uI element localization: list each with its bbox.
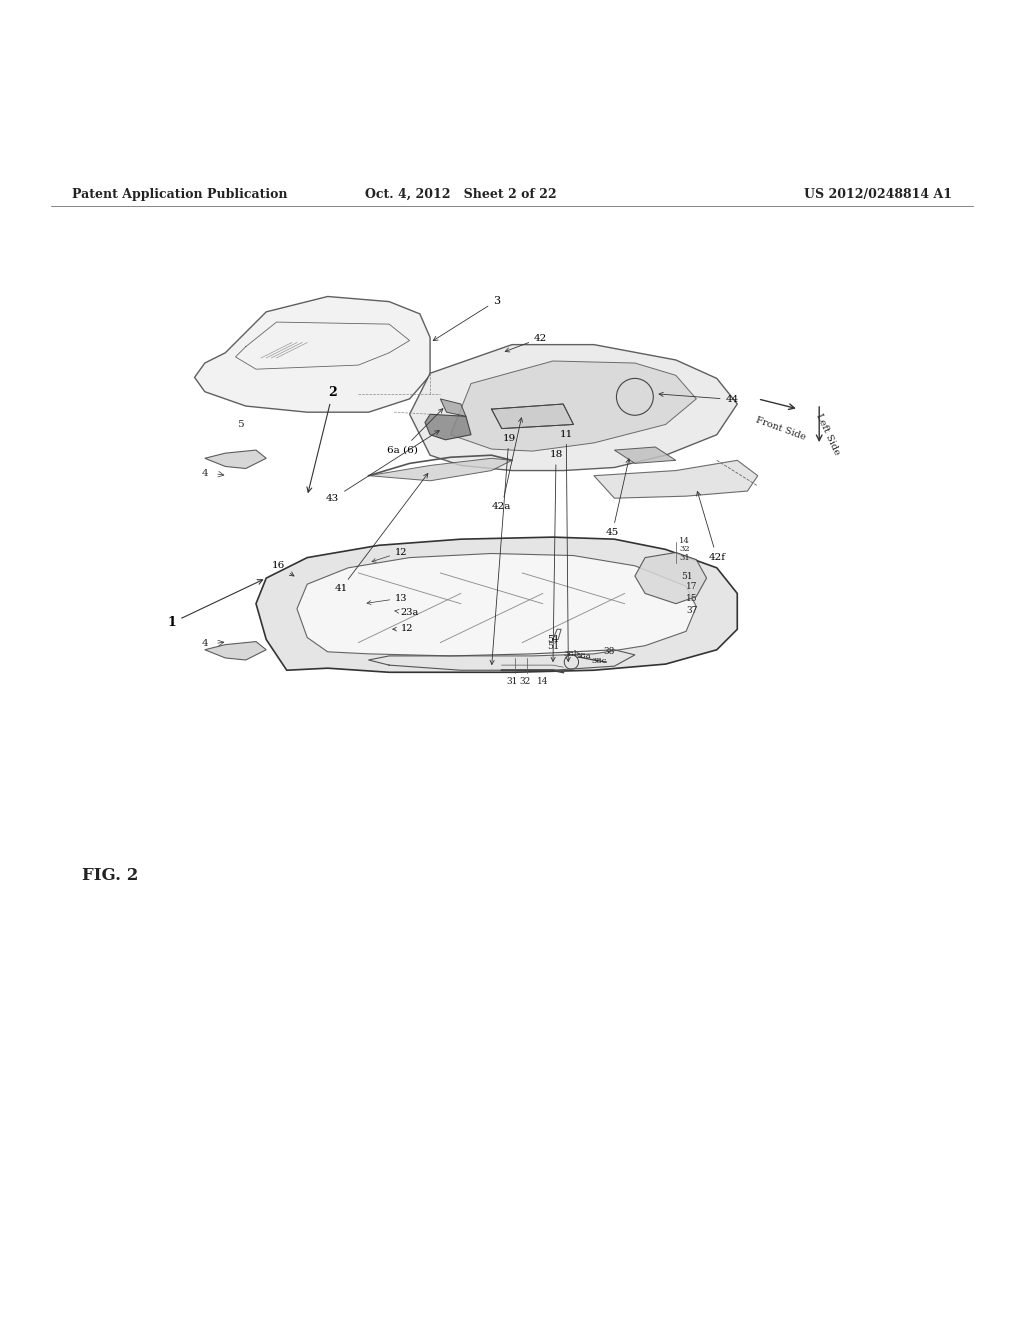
Text: 5: 5	[238, 420, 244, 429]
Polygon shape	[614, 447, 676, 463]
Polygon shape	[410, 345, 737, 470]
Polygon shape	[635, 553, 707, 603]
Text: 3: 3	[433, 296, 500, 341]
Text: Oct. 4, 2012   Sheet 2 of 22: Oct. 4, 2012 Sheet 2 of 22	[365, 187, 557, 201]
Text: 51: 51	[547, 642, 559, 651]
Text: 4: 4	[202, 469, 208, 478]
Polygon shape	[195, 297, 430, 412]
Text: Front Side: Front Side	[754, 416, 807, 442]
Polygon shape	[205, 450, 266, 469]
Text: 15: 15	[686, 594, 697, 603]
Polygon shape	[369, 458, 512, 480]
Text: 14: 14	[679, 537, 690, 545]
Text: 19: 19	[490, 434, 515, 664]
Text: 41: 41	[335, 474, 428, 594]
Text: FIG. 2: FIG. 2	[82, 866, 138, 883]
Polygon shape	[440, 399, 466, 416]
Text: 51: 51	[681, 572, 692, 581]
Text: US 2012/0248814 A1: US 2012/0248814 A1	[804, 187, 952, 201]
Text: 6a (6): 6a (6)	[387, 409, 442, 454]
Text: 38: 38	[603, 647, 615, 656]
Text: 38b: 38b	[563, 649, 580, 657]
Text: 4: 4	[202, 639, 208, 648]
Text: 12: 12	[372, 548, 408, 562]
Text: 51: 51	[547, 635, 559, 644]
Text: 42: 42	[505, 334, 547, 352]
Polygon shape	[594, 461, 758, 498]
Text: 16: 16	[272, 561, 294, 576]
Text: 38c: 38c	[591, 657, 607, 665]
Text: 42a: 42a	[493, 418, 522, 511]
Text: 2: 2	[307, 385, 337, 492]
Text: 32: 32	[520, 677, 530, 686]
Text: 13: 13	[367, 594, 408, 605]
Text: 43: 43	[327, 430, 439, 503]
Text: 44: 44	[659, 392, 738, 404]
Polygon shape	[451, 360, 696, 451]
Text: 42f: 42f	[696, 491, 725, 561]
Text: 18: 18	[550, 450, 562, 661]
Text: 14: 14	[537, 677, 549, 686]
Text: 38a: 38a	[575, 652, 592, 660]
Polygon shape	[205, 642, 266, 660]
Text: Patent Application Publication: Patent Application Publication	[72, 187, 287, 201]
Text: 37: 37	[686, 606, 697, 615]
Text: 1: 1	[168, 579, 262, 630]
Text: 31: 31	[679, 553, 689, 561]
Text: 45: 45	[606, 459, 630, 537]
Text: 32: 32	[679, 545, 689, 553]
Polygon shape	[297, 553, 696, 656]
Text: 23a: 23a	[395, 609, 419, 616]
Polygon shape	[425, 414, 471, 440]
Polygon shape	[492, 404, 573, 429]
Text: 12: 12	[392, 624, 414, 634]
Text: 31: 31	[506, 677, 518, 686]
Text: 11: 11	[560, 430, 572, 661]
Polygon shape	[256, 537, 737, 672]
Text: Left Side: Left Side	[814, 412, 841, 457]
Text: 17: 17	[686, 582, 697, 591]
